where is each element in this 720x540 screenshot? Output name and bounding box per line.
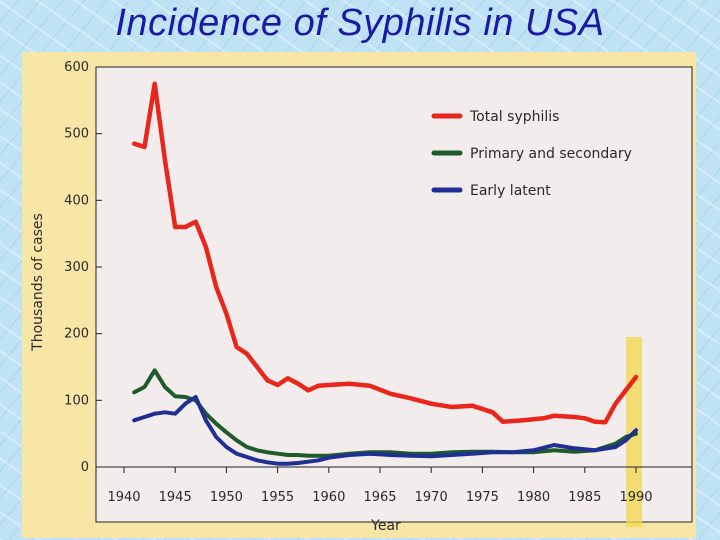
legend: Total syphilis Primary and secondary Early… [431,109,632,199]
x-tick-label: 1975 [466,490,499,505]
slide-title: Incidence of Syphilis in USA [115,2,605,44]
legend-label: Total syphilis [469,109,559,125]
chart-card: 0 100 200 300 400 500 600 1940 1945 1950 1955 1960 1… [22,52,696,538]
x-tick-label: 1970 [415,490,448,505]
y-tick-label: 0 [81,460,89,475]
y-tick-label: 100 [64,393,89,408]
y-tick-label: 300 [64,260,89,275]
y-tick-label: 600 [64,60,89,75]
x-tick-label: 1955 [261,490,294,505]
y-tick-label: 400 [64,193,89,208]
x-axis-title: Year [370,518,401,534]
chart: 0 100 200 300 400 500 600 1940 1945 1950 1955 1960 1… [30,60,693,534]
x-tick-label: 1950 [210,490,243,505]
x-tick-label: 1965 [363,490,396,505]
y-tick-label: 500 [64,127,89,142]
series-lines [131,81,639,466]
x-tick-label: 1940 [107,490,140,505]
axis-ticks: 0 100 200 300 400 500 600 1940 1945 1950 1955 1960 1… [64,60,692,505]
y-axis-title: Thousands of cases [30,213,46,352]
x-tick-label: 1945 [159,490,192,505]
x-tick-label: 1980 [517,490,550,505]
x-tick-label: 1960 [312,490,345,505]
legend-label: Primary and secondary [470,146,632,162]
series-line-early-latent [132,395,638,466]
y-tick-label: 200 [64,327,89,342]
legend-label: Early latent [470,183,551,199]
x-tick-label: 1985 [568,490,601,505]
x-tick-label: 1990 [619,490,652,505]
series-line-total-syphilis [131,81,639,425]
plot-area [95,66,693,523]
